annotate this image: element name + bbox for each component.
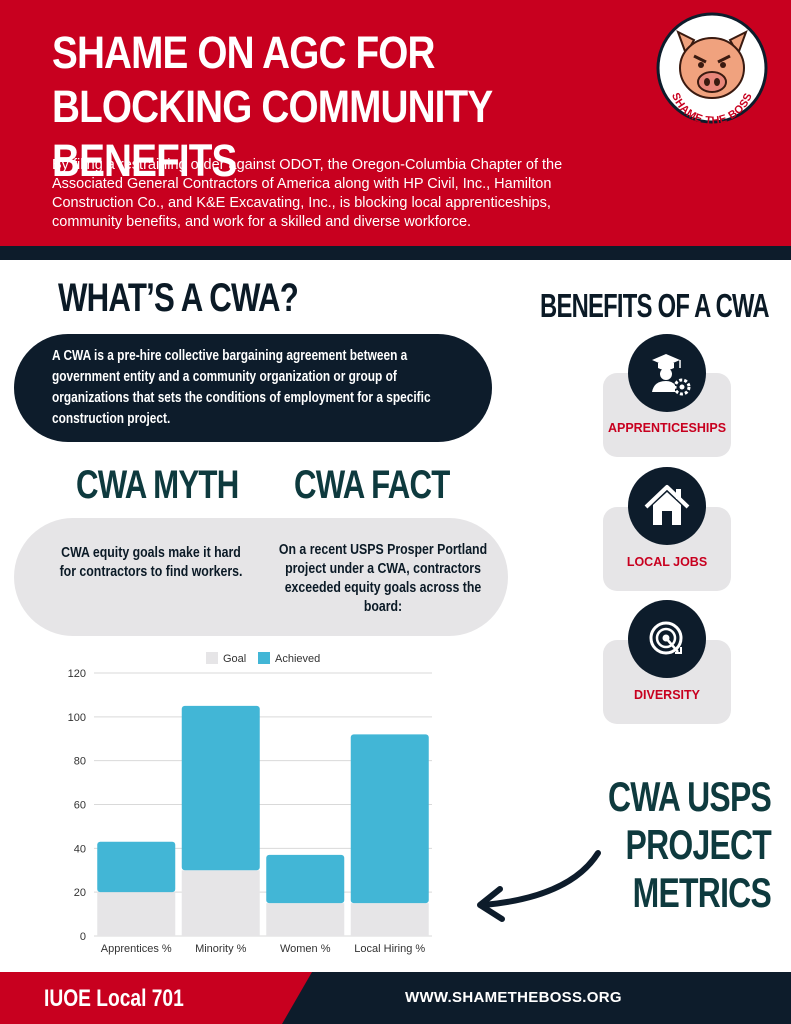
shame-the-boss-logo: SHAME THE BOSS	[656, 12, 768, 124]
y-tick-label: 60	[74, 800, 86, 812]
graduate-gear-icon	[628, 334, 706, 412]
bar-achieved	[181, 705, 260, 871]
pig-icon	[676, 29, 748, 99]
benefit-label: LOCAL JOBS	[626, 555, 708, 569]
bar-achieved	[350, 734, 429, 904]
footer-org: IUOE Local 701	[44, 985, 184, 1012]
x-tick-label: Minority %	[195, 943, 247, 955]
target-icon	[628, 600, 706, 678]
benefit-label: DIVERSITY	[634, 688, 700, 702]
x-tick-label: Local Hiring %	[354, 943, 425, 955]
myth-heading: CWA MYTH	[76, 463, 239, 507]
fact-text: On a recent USPS Prosper Portland projec…	[278, 542, 488, 615]
metrics-chart: Goal Achieved 0 20 40 60 80 100 120 Apprentices …	[68, 652, 432, 955]
bar-goal	[350, 903, 429, 936]
legend-swatch-achieved	[258, 652, 270, 664]
legend-swatch-goal	[206, 652, 218, 664]
legend-label: Achieved	[275, 653, 320, 665]
x-tick-label: Apprentices %	[101, 943, 172, 955]
myth-text: CWA equity goals make it hard for contra…	[59, 545, 243, 580]
benefit-label: APPRENTICESHIPS	[607, 421, 727, 435]
myth-fact-panel	[14, 518, 508, 636]
header-banner	[0, 0, 791, 246]
bar-achieved	[266, 854, 345, 904]
y-tick-label: 40	[74, 843, 86, 855]
fact-heading: CWA FACT	[294, 463, 450, 507]
arrow-icon	[477, 850, 601, 922]
metrics-heading: CWA USPS PROJECT METRICS	[608, 773, 772, 916]
definition-text: A CWA is a pre-hire collective bargainin…	[52, 348, 431, 427]
page-title: SHAME ON AGC FOR BLOCKING COMMUNITY BENE…	[52, 27, 492, 186]
footer-dark-panel	[282, 972, 791, 1024]
benefits-heading: BENEFITS OF A CWA	[540, 287, 770, 324]
y-tick-label: 120	[68, 668, 86, 680]
bar-goal	[97, 892, 176, 936]
y-tick-label: 20	[74, 887, 86, 899]
footer-website-link[interactable]: WWW.SHAMETHEBOSS.ORG	[405, 989, 622, 1006]
whats-cwa-heading: WHAT’S A CWA?	[58, 276, 299, 320]
header-divider	[0, 246, 791, 260]
bar-goal	[266, 903, 345, 936]
bar-achieved	[97, 841, 176, 893]
bar-goal	[181, 870, 260, 936]
y-tick-label: 100	[68, 712, 86, 724]
intro-text: By filing a restraining order against OD…	[52, 157, 563, 230]
definition-panel	[14, 334, 492, 442]
y-tick-label: 80	[74, 756, 86, 768]
x-tick-label: Women %	[280, 943, 331, 955]
y-tick-label: 0	[80, 931, 86, 943]
house-icon	[628, 467, 706, 545]
legend-label: Goal	[223, 653, 246, 665]
